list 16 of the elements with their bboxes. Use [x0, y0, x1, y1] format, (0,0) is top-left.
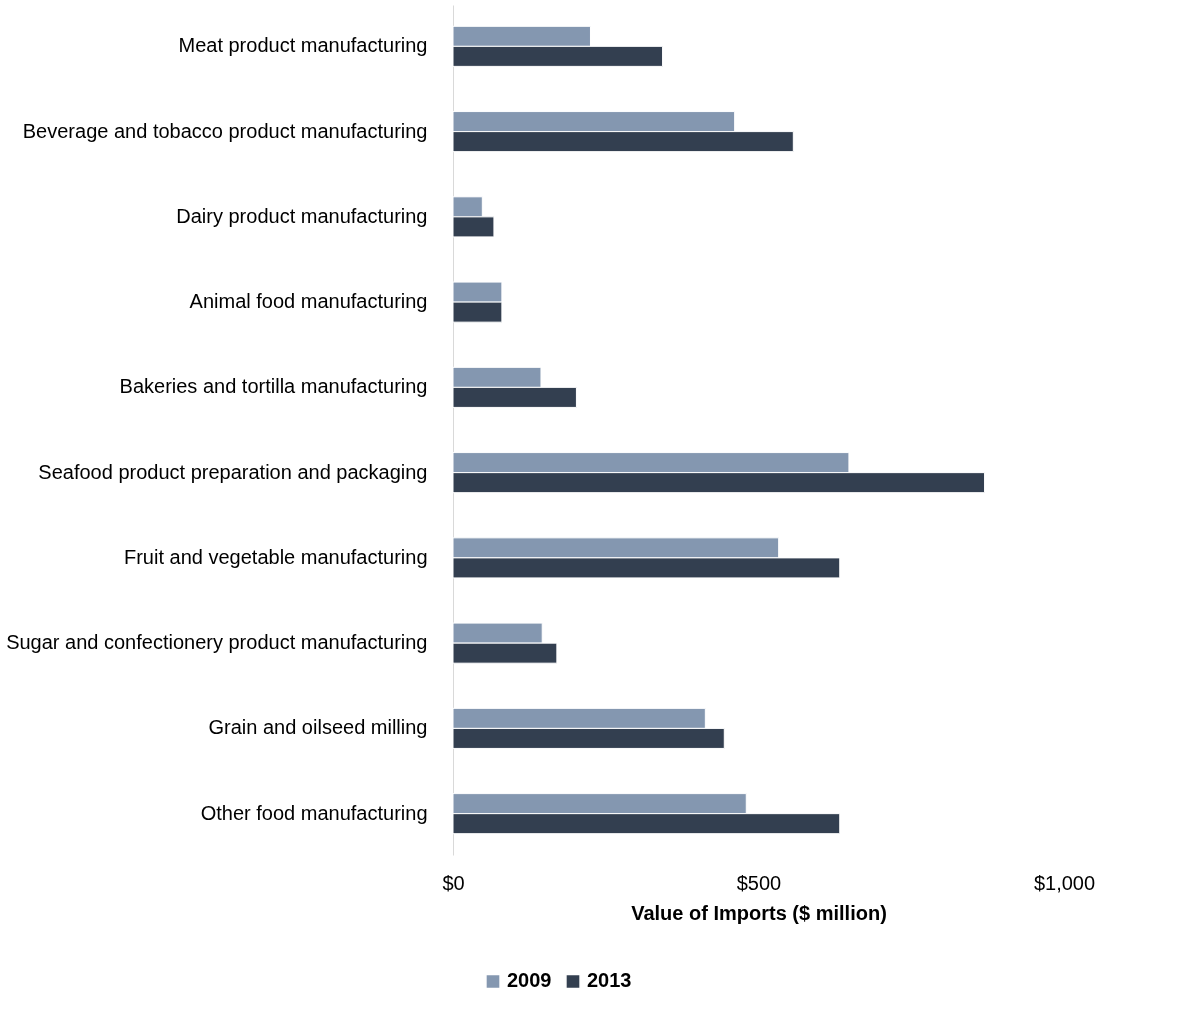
y-tick-label: Meat product manufacturing [178, 34, 428, 57]
y-tick-label: Grain and oilseed milling [208, 716, 428, 739]
x-axis-title: Value of Imports ($ million) [631, 901, 887, 924]
x-tick-label: $0 [442, 871, 465, 894]
y-tick-label: Animal food manufacturing [189, 290, 428, 313]
y-tick-label: Dairy product manufacturing [176, 204, 428, 227]
y-tick-label: Other food manufacturing [200, 801, 428, 824]
y-tick-label: Seafood product preparation and packaging [38, 460, 428, 483]
y-tick-label: Sugar and confectionery product manufacturing [6, 631, 428, 654]
y-tick-label: Fruit and vegetable manufacturing [123, 545, 428, 568]
x-tick-label: $500 [736, 871, 782, 894]
y-tick-label: Beverage and tobacco product manufacturing [22, 119, 428, 142]
legend-label: 2013 [587, 969, 632, 992]
x-tick-label: $1,000 [1033, 871, 1096, 894]
legend-label: 2009 [507, 969, 552, 992]
y-tick-label: Bakeries and tortilla manufacturing [119, 375, 428, 398]
